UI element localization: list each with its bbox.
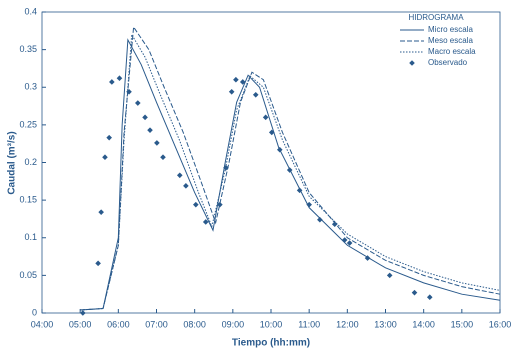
observed-point bbox=[217, 201, 223, 208]
observed-point bbox=[102, 154, 108, 161]
legend-label: Macro escala bbox=[428, 47, 476, 56]
x-tick-label: 16:00 bbox=[489, 319, 512, 329]
y-tick-label: 0.25 bbox=[19, 119, 37, 129]
x-tick-label: 12:00 bbox=[336, 319, 359, 329]
y-tick-label: 0.35 bbox=[19, 44, 37, 54]
observed-point bbox=[239, 79, 246, 85]
observed-point bbox=[228, 88, 235, 95]
observed-point bbox=[154, 140, 160, 146]
observed-point bbox=[193, 201, 199, 208]
observed-point bbox=[147, 127, 153, 133]
observed-point bbox=[411, 289, 418, 296]
legend-title: HIDROGRAMA bbox=[408, 13, 464, 22]
y-tick-label: 0.15 bbox=[19, 195, 37, 205]
legend-label: Meso escala bbox=[428, 36, 473, 45]
observed-point bbox=[183, 183, 189, 189]
y-tick-label: 0.1 bbox=[24, 232, 37, 242]
y-axis-title: Caudal (m³/s) bbox=[7, 131, 18, 194]
observed-point bbox=[80, 310, 86, 316]
y-tick-label: 0.4 bbox=[24, 6, 37, 16]
observed-point bbox=[268, 129, 275, 136]
observed-point bbox=[426, 294, 433, 300]
observed-point bbox=[134, 100, 141, 106]
observed-point bbox=[98, 209, 104, 215]
observed-point bbox=[233, 76, 239, 83]
observed-point bbox=[160, 154, 166, 161]
observed-point bbox=[116, 75, 123, 82]
x-tick-label: 15:00 bbox=[451, 319, 474, 329]
y-tick-label: 0 bbox=[32, 307, 37, 317]
observed-point bbox=[202, 219, 209, 225]
observed-point bbox=[276, 146, 283, 153]
observed-point bbox=[364, 255, 371, 261]
observed-point bbox=[341, 237, 348, 243]
observed-point bbox=[109, 79, 115, 85]
y-tick-label: 0.3 bbox=[24, 82, 37, 92]
observed-point bbox=[126, 88, 132, 95]
observed-point bbox=[296, 187, 303, 194]
legend-label: Micro escala bbox=[428, 25, 473, 34]
x-tick-label: 04:00 bbox=[31, 319, 54, 329]
observed-point bbox=[223, 164, 229, 171]
observed-point bbox=[176, 172, 183, 179]
observed-point bbox=[106, 134, 112, 141]
observed-point bbox=[252, 91, 259, 98]
x-tick-label: 06:00 bbox=[107, 319, 130, 329]
x-tick-label: 08:00 bbox=[183, 319, 206, 329]
observed-point bbox=[262, 114, 269, 121]
observed-point bbox=[386, 272, 393, 279]
observed-point bbox=[317, 216, 323, 223]
x-tick-label: 10:00 bbox=[260, 319, 283, 329]
x-tick-label: 13:00 bbox=[374, 319, 397, 329]
series-line bbox=[80, 32, 501, 311]
observed-point bbox=[142, 114, 148, 121]
observed-point bbox=[95, 260, 101, 267]
series-line bbox=[80, 25, 501, 311]
x-axis-title: Tiempo (hh:mm) bbox=[232, 338, 310, 349]
series-line bbox=[80, 38, 501, 311]
x-tick-label: 14:00 bbox=[412, 319, 435, 329]
observed-point bbox=[286, 167, 293, 173]
observed-point bbox=[331, 221, 338, 228]
x-tick-label: 05:00 bbox=[69, 319, 92, 329]
x-tick-label: 07:00 bbox=[145, 319, 168, 329]
x-tick-label: 09:00 bbox=[222, 319, 245, 329]
y-tick-label: 0.05 bbox=[19, 270, 37, 280]
y-tick-label: 0.2 bbox=[24, 157, 37, 167]
legend-marker bbox=[409, 60, 415, 66]
legend-label: Observado bbox=[428, 58, 468, 67]
observed-point bbox=[346, 240, 353, 246]
observed-point bbox=[306, 201, 312, 208]
x-tick-label: 11:00 bbox=[298, 319, 320, 329]
